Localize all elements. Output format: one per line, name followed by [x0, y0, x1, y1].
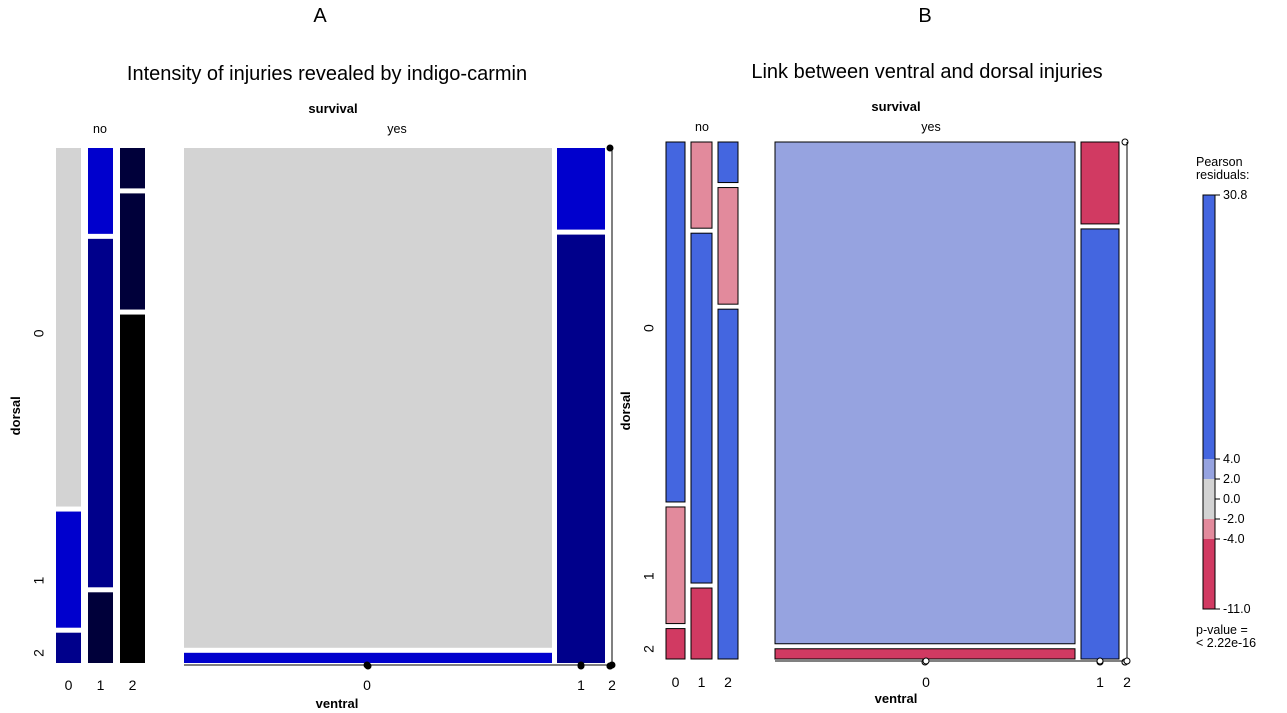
mosaic-cell-p1-yes-v0-d2 — [774, 648, 1076, 660]
dorsal-tick-label-p0-2: 2 — [31, 649, 47, 657]
mosaic-cell-p0-no-v2-d2 — [120, 314, 145, 663]
survival-level-yes-p1: yes — [921, 120, 940, 134]
mosaic-cell-p0-no-v0-d0 — [56, 148, 81, 507]
ventral-tick-label-no-p1-1: 1 — [698, 674, 706, 690]
dorsal-axis-label-p0: dorsal — [8, 396, 23, 435]
dorsal-tick-label-p1-1: 1 — [641, 572, 657, 580]
ventral-tick-label-yes-p1-1: 1 — [1096, 674, 1104, 690]
dorsal-axis-label-p1: dorsal — [618, 391, 633, 430]
legend-tick-label-5: -4.0 — [1223, 532, 1245, 546]
panel-label-b: B — [918, 5, 931, 27]
mosaic-cell-p1-yes-v1-d0 — [1080, 141, 1120, 225]
legend-tick-label-0: 30.8 — [1223, 188, 1247, 202]
legend-title-line-0: Pearson — [1196, 155, 1243, 169]
legend-tick-label-3: 0.0 — [1223, 492, 1240, 506]
ventral-tick-label-yes-p1-2: 2 — [1123, 674, 1131, 690]
mosaic-cell-p1-no-v0-d1 — [665, 506, 686, 625]
baseline-dot-p1-1 — [1096, 657, 1104, 665]
mosaic-cell-p0-no-v2-d1 — [120, 193, 145, 310]
mosaic-cell-p1-no-v2-d2 — [717, 308, 739, 660]
mosaic-cell-p1-no-v2-d0 — [717, 141, 739, 184]
mosaic-cell-p0-no-v1-d1 — [88, 238, 113, 588]
legend-band-0 — [1203, 195, 1215, 459]
baseline-dot-p0-1 — [577, 661, 585, 669]
survival-level-no-p0: no — [93, 122, 107, 136]
panel-title-a: Intensity of injuries revealed by indigo… — [127, 63, 527, 85]
legend-tick-label-6: -11.0 — [1223, 602, 1251, 616]
dorsal-tick-label-p1-0: 0 — [641, 324, 657, 332]
mosaic-cell-p1-no-v2-d1 — [717, 187, 739, 305]
survival-level-yes-p0: yes — [387, 122, 406, 136]
ventral-tick-label-no-p0-2: 2 — [129, 677, 137, 693]
mosaic-cell-p0-no-v1-d2 — [88, 592, 113, 663]
legend-title-line-1: residuals: — [1196, 168, 1250, 182]
ventral-tick-label-no-p1-0: 0 — [672, 674, 680, 690]
baseline-dot-p0-0 — [363, 661, 371, 669]
mosaic-cell-p0-yes-v1-d0 — [557, 148, 605, 230]
ventral-tick-label-yes-p0-1: 1 — [577, 677, 585, 693]
ventral-tick-label-no-p1-2: 2 — [724, 674, 732, 690]
baseline-dot-p1-2 — [1123, 657, 1131, 665]
survival-axis-label-p0: survival — [308, 101, 357, 116]
ventral-tick-label-no-p0-0: 0 — [65, 677, 73, 693]
ventral-axis-label-p0: ventral — [316, 696, 359, 711]
mosaic-cell-p1-no-v1-d2 — [690, 587, 713, 660]
dorsal-tick-label-p0-0: 0 — [31, 329, 47, 337]
mosaic-cell-p1-no-v0-d0 — [665, 141, 686, 503]
ventral-tick-label-yes-p0-2: 2 — [608, 677, 616, 693]
legend-band-4 — [1203, 519, 1215, 539]
mosaic-cell-p1-yes-v0-d0 — [774, 141, 1076, 645]
mosaic-cell-p1-yes-v1-d2 — [1080, 228, 1120, 660]
survival-level-no-p1: no — [695, 120, 709, 134]
ventral-axis-label-p1: ventral — [875, 691, 918, 706]
dorsal-tick-label-p0-1: 1 — [31, 576, 47, 584]
legend-pvalue-line-1: < 2.22e-16 — [1196, 636, 1256, 650]
ventral-tick-label-yes-p1-0: 0 — [922, 674, 930, 690]
legend-tick-label-4: -2.0 — [1223, 512, 1245, 526]
baseline-dot-p0-2 — [608, 661, 616, 669]
dorsal-tick-label-p1-2: 2 — [641, 645, 657, 653]
legend-tick-label-1: 4.0 — [1223, 452, 1240, 466]
mosaic-cell-p0-yes-v1-d2 — [557, 234, 605, 663]
legend-band-1 — [1203, 459, 1215, 479]
mosaic-cell-p0-no-v0-d1 — [56, 511, 81, 628]
legend-bar-outline — [1202, 194, 1216, 610]
legend-pvalue-line-0: p-value = — [1196, 623, 1248, 637]
baseline-dot-p1-0 — [922, 657, 930, 665]
mosaic-cell-p0-no-v2-d0 — [120, 148, 145, 189]
mosaic-cell-p1-no-v1-d0 — [690, 141, 713, 229]
mosaic-cell-p1-no-v1-d1 — [690, 232, 713, 584]
panel-label-a: A — [313, 5, 327, 27]
legend-band-2 — [1203, 479, 1215, 499]
legend-tick-label-2: 2.0 — [1223, 472, 1240, 486]
ventral-tick-label-yes-p0-0: 0 — [363, 677, 371, 693]
mosaic-cell-p0-yes-v0-d2 — [184, 652, 552, 663]
legend-band-3 — [1203, 499, 1215, 519]
panel-title-b: Link between ventral and dorsal injuries — [751, 61, 1102, 83]
ventral-tick-label-no-p0-1: 1 — [97, 677, 105, 693]
legend-band-5 — [1203, 539, 1215, 609]
mosaic-cell-p0-no-v1-d0 — [88, 148, 113, 234]
mosaic-cell-p1-no-v0-d2 — [665, 628, 686, 660]
mosaic-cell-p0-yes-v0-d0 — [184, 148, 552, 648]
survival-axis-label-p1: survival — [871, 99, 920, 114]
mosaic-cell-p0-no-v0-d2 — [56, 632, 81, 663]
